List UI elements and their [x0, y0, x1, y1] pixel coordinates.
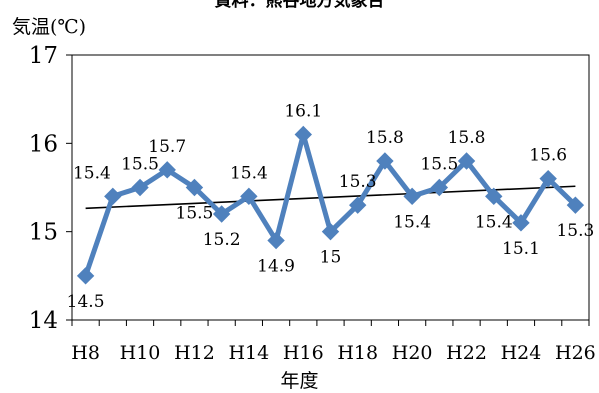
y-tick-label: 16 — [29, 131, 58, 157]
x-tick-label: H18 — [337, 342, 378, 364]
data-point — [566, 196, 585, 214]
data-label: 15.3 — [556, 221, 594, 241]
data-label: 15.1 — [502, 239, 540, 259]
data-label: 15.6 — [529, 146, 567, 166]
data-point — [376, 152, 394, 170]
data-label: 15.4 — [73, 163, 111, 183]
data-point — [104, 187, 122, 206]
data-point — [158, 161, 176, 179]
data-label: 15.8 — [448, 128, 486, 148]
plot-area — [71, 54, 590, 321]
data-point — [240, 187, 258, 206]
data-point — [403, 187, 421, 206]
x-tick-label: H12 — [174, 342, 215, 364]
data-label: 15.7 — [148, 137, 186, 157]
data-point — [76, 267, 95, 285]
data-point — [185, 178, 204, 197]
data-label: 15.4 — [393, 212, 431, 232]
y-tick-label: 17 — [29, 43, 58, 69]
data-point — [321, 222, 340, 241]
data-point — [212, 205, 231, 223]
data-point — [539, 169, 557, 188]
x-tick-label: H24 — [501, 342, 542, 364]
x-tick-label: H26 — [555, 342, 596, 364]
chart-title: 資料：熊谷地方気象台 — [214, 0, 385, 11]
data-label: 15.5 — [176, 204, 214, 224]
x-axis-label: 年度 — [280, 370, 319, 392]
x-tick-label: H22 — [446, 342, 487, 364]
data-point — [457, 152, 476, 170]
data-point — [349, 196, 367, 214]
data-label: 15.8 — [366, 128, 404, 148]
data-point — [512, 214, 530, 232]
data-label: 14.5 — [67, 292, 105, 312]
data-label: 15.4 — [230, 163, 268, 183]
data-point — [267, 231, 285, 250]
data-label: 15.5 — [420, 155, 458, 175]
data-label: 15.3 — [339, 172, 377, 192]
y-tick-label: 14 — [29, 308, 58, 334]
data-label: 15 — [320, 248, 342, 268]
x-tick-label: H14 — [228, 342, 269, 364]
x-tick-label: H16 — [283, 342, 324, 364]
data-label: 15.2 — [203, 230, 241, 250]
data-point — [294, 125, 312, 144]
y-axis-label: 気温(℃) — [12, 16, 87, 38]
y-tick-label: 15 — [29, 220, 58, 246]
x-tick-label: H10 — [120, 342, 161, 364]
x-tick-label: H20 — [392, 342, 433, 364]
data-label: 15.4 — [475, 212, 513, 232]
data-label: 14.9 — [257, 257, 295, 277]
x-tick-label: H8 — [71, 342, 100, 364]
data-point — [131, 178, 149, 197]
data-point — [485, 187, 503, 206]
data-label: 16.1 — [284, 102, 322, 122]
data-point — [430, 178, 449, 197]
data-label: 15.5 — [121, 155, 159, 175]
